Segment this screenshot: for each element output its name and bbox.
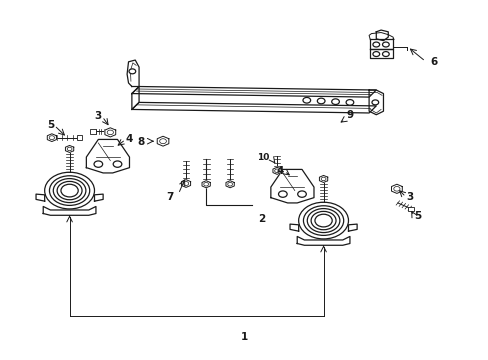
Circle shape [306, 208, 339, 233]
Circle shape [183, 181, 188, 185]
Circle shape [303, 206, 343, 235]
Circle shape [372, 51, 379, 57]
Circle shape [67, 147, 72, 151]
Circle shape [331, 99, 339, 104]
Text: 3: 3 [406, 192, 413, 202]
Polygon shape [94, 194, 103, 201]
Polygon shape [391, 184, 402, 193]
Circle shape [203, 183, 208, 186]
Polygon shape [376, 30, 387, 41]
Circle shape [317, 98, 325, 104]
Circle shape [274, 169, 279, 172]
Text: 4: 4 [125, 134, 133, 144]
Circle shape [113, 161, 122, 167]
Text: 8: 8 [138, 137, 145, 147]
Polygon shape [132, 102, 376, 113]
Circle shape [314, 214, 331, 227]
Polygon shape [202, 181, 210, 188]
Polygon shape [225, 181, 234, 188]
Polygon shape [132, 86, 139, 109]
Circle shape [107, 130, 113, 135]
Polygon shape [157, 136, 168, 146]
Text: 10: 10 [257, 153, 269, 162]
Circle shape [382, 42, 388, 47]
Polygon shape [36, 194, 44, 201]
Polygon shape [368, 90, 383, 115]
Polygon shape [181, 180, 190, 188]
Text: 6: 6 [429, 57, 437, 67]
Circle shape [303, 98, 310, 103]
Circle shape [94, 161, 102, 167]
Circle shape [49, 136, 54, 140]
Text: 1: 1 [241, 332, 247, 342]
Polygon shape [319, 175, 327, 183]
Circle shape [227, 183, 232, 186]
Polygon shape [348, 224, 356, 231]
Polygon shape [105, 128, 116, 137]
Polygon shape [297, 237, 349, 245]
Circle shape [129, 69, 136, 74]
Polygon shape [132, 86, 376, 97]
Circle shape [61, 184, 78, 197]
Text: 4: 4 [276, 166, 284, 176]
Bar [90, 129, 96, 134]
Polygon shape [43, 207, 96, 215]
Polygon shape [272, 167, 281, 174]
Circle shape [321, 177, 325, 181]
Circle shape [346, 100, 353, 105]
Circle shape [393, 186, 399, 191]
Polygon shape [127, 60, 139, 86]
Text: 5: 5 [413, 211, 421, 221]
Polygon shape [369, 39, 392, 49]
Circle shape [371, 100, 378, 105]
Polygon shape [289, 224, 298, 231]
Polygon shape [86, 139, 129, 173]
Circle shape [44, 172, 94, 209]
Circle shape [49, 176, 89, 206]
Circle shape [298, 202, 348, 239]
Circle shape [53, 179, 86, 203]
Bar [77, 135, 82, 140]
Text: 5: 5 [47, 120, 54, 130]
Circle shape [310, 211, 335, 230]
Text: 3: 3 [95, 112, 102, 121]
Polygon shape [369, 49, 392, 58]
Circle shape [382, 51, 388, 57]
Polygon shape [47, 134, 56, 141]
Circle shape [57, 181, 82, 200]
Circle shape [278, 191, 286, 197]
Text: 7: 7 [166, 192, 174, 202]
Polygon shape [270, 170, 313, 203]
Polygon shape [65, 145, 74, 153]
Bar [407, 207, 413, 211]
Circle shape [297, 191, 305, 197]
Text: 9: 9 [346, 110, 353, 120]
Circle shape [160, 139, 166, 144]
Text: 2: 2 [257, 214, 264, 224]
Circle shape [372, 42, 379, 47]
